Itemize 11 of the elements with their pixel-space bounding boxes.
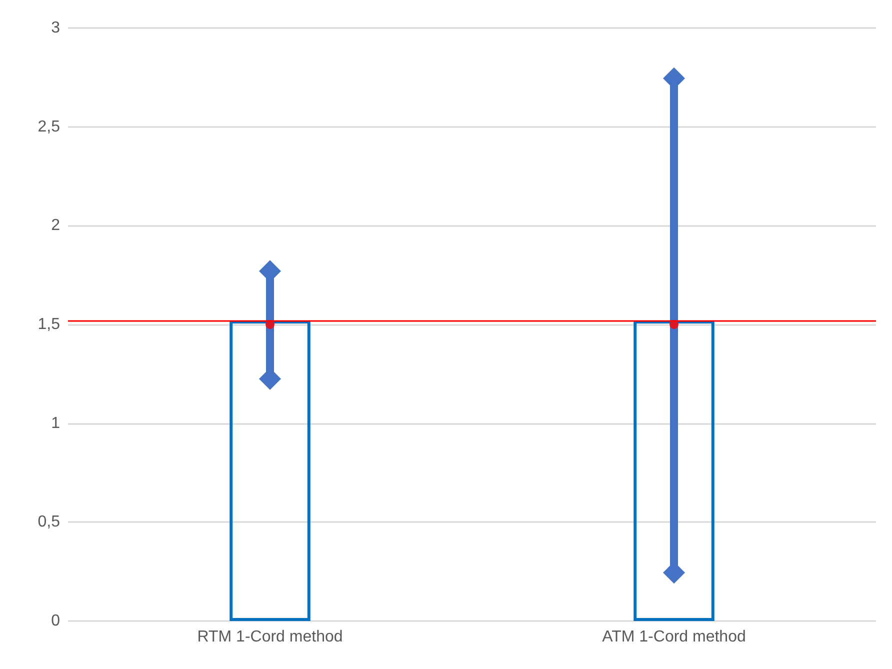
y-tick-label: 1 [51,414,60,432]
y-tick-label: 3 [51,20,60,36]
y-tick-label: 0 [51,612,60,630]
y-tick-label: 2 [51,217,60,234]
y-tick-label: 0,5 [38,514,60,531]
point [266,320,274,329]
x-tick-label: RTM 1-Cord method [197,628,343,646]
x-tick-label: ATM 1-Cord method [602,628,746,646]
point [670,320,678,329]
y-tick-label: 2,5 [38,118,60,136]
y-tick-label: 1,5 [38,316,60,333]
